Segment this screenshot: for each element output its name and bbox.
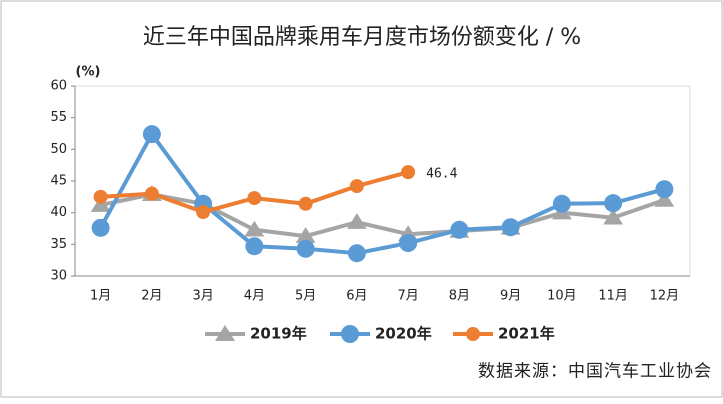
x-tick-label: 7月	[397, 289, 418, 304]
y-tick-label: 45	[50, 174, 67, 189]
marker	[244, 220, 265, 237]
x-tick-label: 12月	[650, 289, 680, 304]
marker	[296, 239, 315, 258]
marker	[399, 234, 418, 253]
y-tick-label: 55	[50, 110, 67, 125]
source-note: 数据来源：中国汽车工业协会	[478, 362, 712, 382]
marker	[655, 180, 674, 199]
y-tick-label: 30	[50, 269, 67, 284]
y-tick-label: 50	[50, 142, 67, 157]
marker	[552, 194, 571, 213]
data-label: 46.4	[426, 167, 457, 182]
marker	[654, 191, 675, 207]
marker	[295, 227, 316, 243]
x-tick-label: 2月	[141, 289, 162, 304]
marker	[604, 194, 623, 213]
marker	[346, 213, 367, 229]
marker	[93, 189, 108, 204]
legend-label: 2021年	[498, 325, 555, 343]
x-tick-label: 10月	[547, 289, 577, 304]
legend-marker	[215, 325, 235, 341]
y-tick-label: 60	[50, 79, 67, 94]
x-tick-label: 8月	[449, 289, 470, 304]
x-tick-label: 11月	[598, 289, 628, 304]
marker	[349, 179, 364, 194]
legend-label: 2020年	[375, 325, 432, 343]
marker	[144, 186, 159, 201]
marker	[142, 125, 161, 144]
marker	[245, 237, 264, 256]
marker	[401, 165, 416, 180]
chart-title: 近三年中国品牌乘用车月度市场份额变化 / %	[143, 25, 581, 50]
legend-marker	[341, 325, 359, 343]
marker	[450, 220, 469, 239]
y-axis-label: (%)	[76, 65, 101, 80]
x-tick-label: 5月	[295, 289, 316, 304]
marker	[90, 196, 111, 212]
marker	[603, 208, 624, 225]
y-tick-label: 40	[50, 205, 67, 220]
marker	[347, 244, 366, 263]
legend-marker	[466, 327, 480, 341]
marker	[298, 196, 313, 211]
legend-label: 2019年	[250, 325, 307, 343]
x-tick-label: 3月	[192, 289, 213, 304]
x-tick-label: 1月	[90, 289, 111, 304]
y-tick-label: 35	[50, 237, 67, 252]
marker	[196, 205, 211, 220]
marker	[501, 218, 520, 237]
x-tick-label: 4月	[244, 289, 265, 304]
marker	[91, 218, 110, 237]
x-tick-label: 6月	[346, 289, 367, 304]
marker	[247, 191, 262, 206]
x-tick-label: 9月	[500, 289, 521, 304]
